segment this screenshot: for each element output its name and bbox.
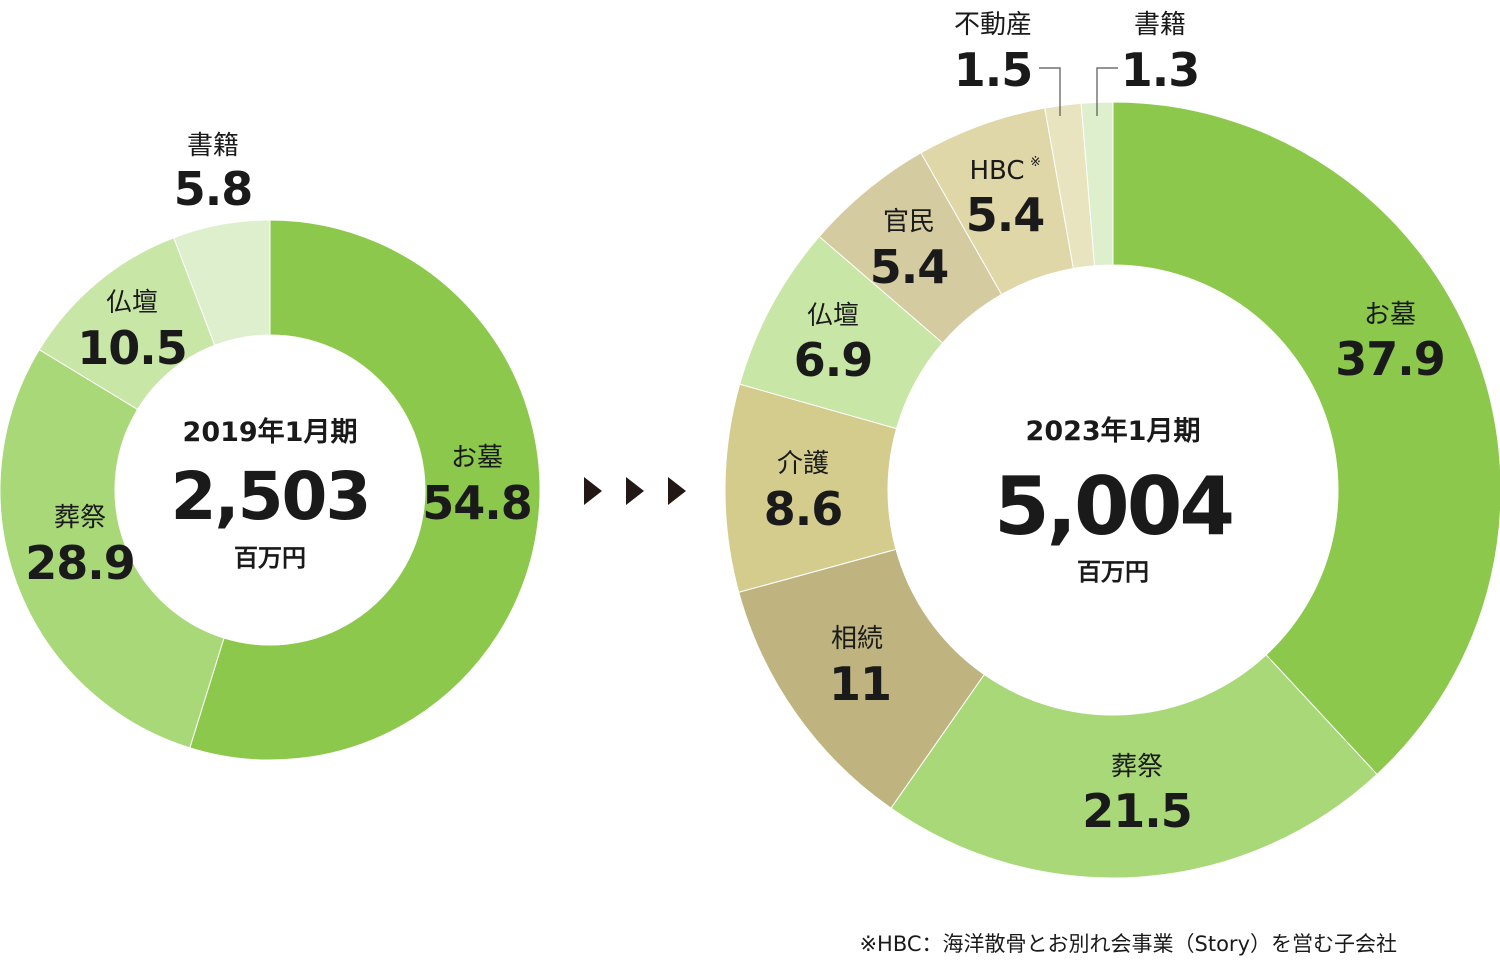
donut-slice-2023-8 (1080, 101, 1114, 267)
label-name-kanmin-2023: 官民 (883, 207, 935, 237)
triangle-right-icon (626, 477, 644, 505)
label-name-souzoku-2023: 相続 (831, 624, 883, 654)
donut-chart-2023 (724, 101, 1500, 879)
leader-line-fudousan (1039, 67, 1061, 116)
label-value-ohaka-2019: 54.8 (422, 476, 532, 530)
label-name-shoseki-2019: 書籍 (187, 131, 239, 161)
label-value-shoseki-2019: 5.8 (174, 162, 253, 216)
center-total-2019: 2,503 (171, 458, 370, 535)
footnote: ※HBC：海洋散骨とお別れ会事業（Story）を営む子会社 (859, 932, 1397, 956)
label-value-ohaka-2023: 37.9 (1335, 332, 1445, 386)
center-period-2023: 2023年1月期 (1026, 415, 1201, 447)
label-value-sousai-2023: 21.5 (1082, 784, 1192, 838)
label-name-kaigo-2023: 介護 (777, 449, 829, 479)
label-name-hbc-2023: HBC (969, 156, 1024, 186)
label-value-kaigo-2023: 8.6 (764, 482, 843, 536)
label-value-kanmin-2023: 5.4 (870, 240, 949, 294)
center-unit-2019: 百万円 (234, 544, 306, 572)
center-total-2023: 5,004 (994, 460, 1232, 553)
label-value-butsudan-2019: 10.5 (77, 321, 187, 375)
label-name-butsudan-2023: 仏壇 (807, 301, 859, 331)
label-value-hbc-2023: 5.4 (966, 188, 1045, 242)
label-value-fudousan-2023: 1.5 (954, 43, 1033, 97)
triangle-right-icon (584, 477, 602, 505)
label-name-ohaka-2019: お墓 (451, 443, 503, 473)
donut-slice-2023-1 (890, 654, 1378, 879)
label-name-sousai-2023: 葬祭 (1111, 752, 1163, 782)
leader-line-shoseki (1096, 67, 1118, 116)
label-name-ohaka-2023: お墓 (1364, 300, 1416, 330)
label-value-sousai-2019: 28.9 (25, 536, 135, 590)
label-value-souzoku-2023: 11 (829, 657, 891, 711)
label-value-butsudan-2023: 6.9 (794, 333, 873, 387)
center-period-2019: 2019年1月期 (183, 416, 358, 448)
triangle-right-icon (668, 477, 686, 505)
center-unit-2023: 百万円 (1077, 558, 1149, 586)
arrow-group (584, 477, 686, 505)
label-name-sousai-2019: 葬祭 (54, 503, 106, 533)
donut-slice-2019-1 (0, 348, 225, 749)
donut-slice-2019-3 (173, 219, 271, 346)
label-name-shoseki-2023: 書籍 (1134, 10, 1186, 40)
donut-slice-2019-0 (189, 219, 541, 761)
label-name-fudousan-2023: 不動産 (954, 10, 1032, 40)
label-value-shoseki-2023: 1.3 (1121, 43, 1200, 97)
donut-chart-2019 (0, 219, 541, 761)
donut-slice-2023-0 (1112, 101, 1500, 776)
label-mark-hbc-2023: ※ (1030, 155, 1041, 170)
label-name-butsudan-2019: 仏壇 (106, 288, 158, 318)
